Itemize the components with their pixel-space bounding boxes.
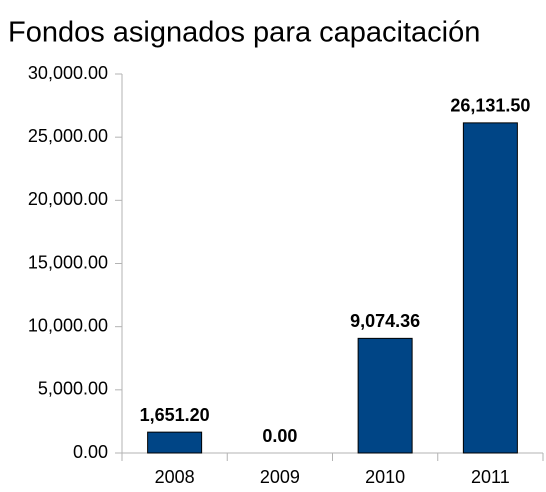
bar — [357, 337, 413, 454]
value-label: 1,651.20 — [140, 405, 210, 425]
value-label: 0.00 — [262, 426, 297, 446]
y-tick-label: 20,000.00 — [28, 189, 108, 209]
y-tick-label: 25,000.00 — [28, 126, 108, 146]
x-tick-label: 2008 — [155, 467, 195, 487]
chart-title: Fondos asignados para capacitación — [8, 17, 480, 49]
y-tick-label: 0.00 — [73, 442, 108, 462]
bar — [462, 122, 518, 454]
value-label: 9,074.36 — [350, 311, 420, 331]
bar — [147, 431, 203, 454]
y-tick-label: 15,000.00 — [28, 252, 108, 272]
x-tick-label: 2011 — [471, 467, 510, 487]
y-tick-label: 10,000.00 — [28, 315, 108, 335]
y-tick-label: 5,000.00 — [38, 379, 108, 399]
x-tick-label: 2010 — [365, 467, 405, 487]
value-label: 26,131.50 — [450, 96, 530, 116]
x-tick-label: 2009 — [260, 467, 300, 487]
y-tick-label: 30,000.00 — [28, 63, 108, 83]
